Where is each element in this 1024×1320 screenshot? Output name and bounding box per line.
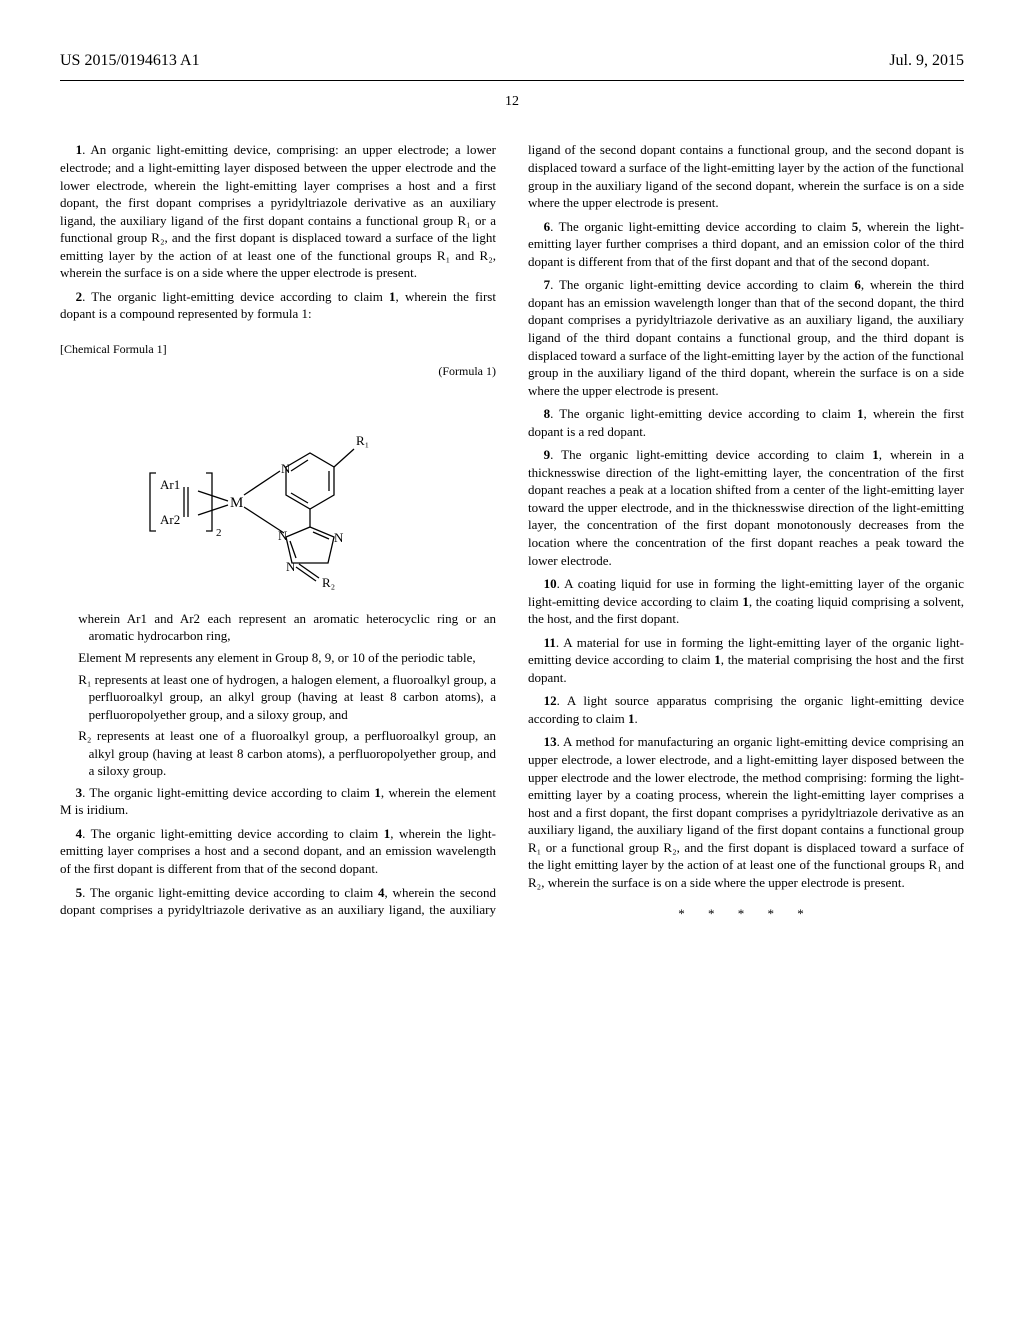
patent-date: Jul. 9, 2015: [889, 50, 964, 72]
label-n-tri3: N: [286, 559, 296, 574]
label-ar1: Ar1: [160, 477, 180, 492]
chemical-structure: Ar1 Ar2 2 M N: [60, 381, 496, 596]
claims-columns: 1. An organic light-emitting device, com…: [60, 141, 964, 922]
page-header: US 2015/0194613 A1 Jul. 9, 2015: [60, 50, 964, 72]
label-ar2: Ar2: [160, 512, 180, 527]
chemical-formula-label: [Chemical Formula 1]: [60, 341, 496, 357]
claim-9: 9. The organic light-emitting device acc…: [528, 446, 964, 569]
label-sub2: 2: [216, 527, 222, 539]
page-number: 12: [60, 93, 964, 112]
claim-num: 13: [544, 734, 557, 749]
sub-m: Element M represents any element in Grou…: [89, 649, 496, 667]
label-n-tri2: N: [334, 530, 344, 545]
claim-12: 12. A light source apparatus comprising …: [528, 692, 964, 727]
header-rule: [60, 80, 964, 81]
patent-number: US 2015/0194613 A1: [60, 50, 200, 72]
claim-num: 4: [76, 826, 83, 841]
claim-num: 12: [544, 693, 557, 708]
claim-11: 11. A material for use in forming the li…: [528, 634, 964, 687]
claim-4: 4. The organic light-emitting device acc…: [60, 825, 496, 878]
claim-3: 3. The organic light-emitting device acc…: [60, 784, 496, 819]
claim-8: 8. The organic light-emitting device acc…: [528, 405, 964, 440]
claim-num: 1: [76, 142, 83, 157]
claim-num: 3: [76, 785, 83, 800]
claim-13: 13. A method for manufacturing an organi…: [528, 733, 964, 891]
sub-r2: R₂ represents at least one of a fluoroal…: [89, 727, 496, 780]
claim-num: 2: [76, 289, 83, 304]
claim-num: 6: [544, 219, 551, 234]
claim-1: 1. An organic light-emitting device, com…: [60, 141, 496, 281]
claim-10: 10. A coating liquid for use in forming …: [528, 575, 964, 628]
label-n-pyridine: N: [281, 461, 291, 476]
label-r2: R₂: [322, 575, 335, 590]
claim-7: 7. The organic light-emitting device acc…: [528, 276, 964, 399]
claim-6: 6. The organic light-emitting device acc…: [528, 218, 964, 271]
claim-2: 2. The organic light-emitting device acc…: [60, 288, 496, 323]
claim-num: 7: [544, 277, 551, 292]
label-m: M: [230, 495, 243, 511]
label-r1: R₁: [356, 433, 369, 448]
claim-num: 11: [544, 635, 556, 650]
sub-ar: wherein Ar1 and Ar2 each represent an ar…: [89, 610, 496, 645]
end-stars: * * * * *: [528, 905, 964, 923]
formula-caption: (Formula 1): [60, 363, 496, 379]
claim-num: 8: [544, 406, 551, 421]
claim-num: 5: [76, 885, 83, 900]
sub-r1: R₁ represents at least one of hydrogen, …: [89, 671, 496, 724]
claim-num: 10: [544, 576, 557, 591]
claim-num: 9: [544, 447, 551, 462]
